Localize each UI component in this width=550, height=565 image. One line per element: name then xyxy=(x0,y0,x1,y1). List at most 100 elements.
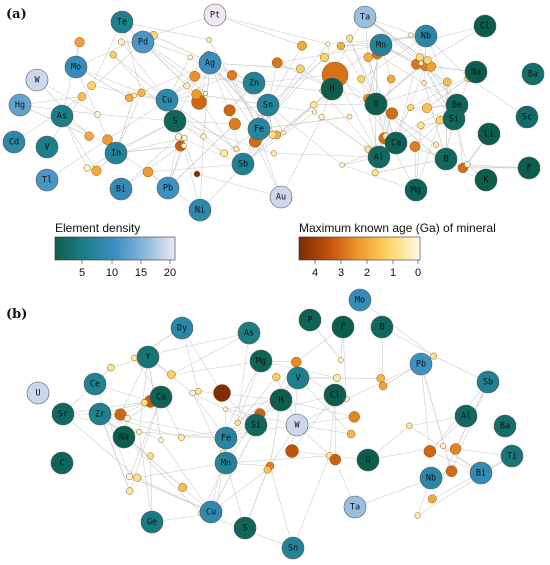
network-edge xyxy=(267,104,343,166)
network-edge xyxy=(120,145,181,190)
legend-mineral-age: Maximum known age (Ga) of mineral 4 3 2 1 0 xyxy=(298,221,496,279)
element-circle xyxy=(214,451,238,475)
network-edge xyxy=(142,41,206,94)
element-label: Bi xyxy=(116,185,126,195)
element-circle xyxy=(244,413,268,437)
element-label: O xyxy=(365,456,370,466)
network-edge xyxy=(222,360,262,437)
mineral-node xyxy=(131,354,138,362)
network-edge xyxy=(395,60,428,144)
panel-b-minerals xyxy=(107,352,462,519)
element-node-ag: Ag xyxy=(198,51,222,75)
mineral-node xyxy=(339,162,345,168)
network-edge xyxy=(277,44,382,64)
element-circle xyxy=(26,381,50,405)
network-edge xyxy=(297,377,352,435)
mineral-node xyxy=(174,133,182,141)
age-ticks: 4 3 2 1 0 xyxy=(312,260,421,279)
network-edge xyxy=(121,21,210,41)
element-circle xyxy=(109,177,133,201)
mineral-node xyxy=(346,429,356,439)
element-node-si: Si xyxy=(244,413,268,437)
network-edge xyxy=(94,383,130,477)
element-label: C xyxy=(59,459,64,469)
element-label: Cu xyxy=(162,96,172,106)
element-circle xyxy=(110,10,134,34)
element-label: Sb xyxy=(238,160,248,170)
element-node-fe: Fe xyxy=(247,117,271,141)
element-node-sn: Sn xyxy=(281,536,305,560)
element-circle xyxy=(384,131,408,155)
mineral-node xyxy=(376,374,386,383)
network-edge xyxy=(442,165,530,169)
mineral-node xyxy=(329,453,342,466)
network-edge xyxy=(115,145,184,154)
mineral-node xyxy=(272,372,281,382)
mineral-node xyxy=(423,445,437,458)
element-node-cd: Cd xyxy=(2,130,26,154)
network-edge xyxy=(123,436,202,514)
element-node-o: O xyxy=(364,92,388,116)
element-label: Be xyxy=(452,101,462,111)
network-edge xyxy=(258,43,328,130)
mineral-node xyxy=(136,428,143,435)
element-node-au: Au xyxy=(269,185,293,209)
network-edge xyxy=(214,14,328,45)
network-edge xyxy=(147,163,244,173)
mineral-node xyxy=(167,370,176,379)
mineral-node xyxy=(414,512,421,519)
network-edge xyxy=(166,99,225,154)
network-edge xyxy=(99,413,183,488)
network-edge xyxy=(258,68,301,130)
element-circle xyxy=(214,426,238,450)
mineral-node xyxy=(183,82,191,90)
mineral-node xyxy=(423,56,432,65)
density-ticks: 5 10 15 20 xyxy=(79,260,176,279)
element-label: Nb xyxy=(421,32,431,42)
mineral-node xyxy=(181,134,188,141)
element-circle xyxy=(286,366,310,390)
element-circle xyxy=(233,516,257,540)
legend-density-title: Element density xyxy=(55,221,140,235)
mineral-node xyxy=(421,79,427,86)
element-circle xyxy=(51,402,75,426)
network-edge xyxy=(291,394,336,452)
mineral-node xyxy=(157,437,164,443)
network-edge xyxy=(280,399,355,418)
element-node-p: P xyxy=(298,308,322,332)
network-edge xyxy=(342,164,417,191)
element-label: As xyxy=(57,112,67,122)
element-node-zn: Zn xyxy=(242,71,266,95)
element-node-c: C xyxy=(50,451,74,475)
mineral-node xyxy=(140,399,149,407)
element-circle xyxy=(521,62,545,86)
element-circle xyxy=(242,71,266,95)
mineral-node xyxy=(427,494,437,504)
mineral-node xyxy=(263,465,272,474)
element-label: Ca xyxy=(391,139,401,149)
mineral-node xyxy=(94,111,101,118)
element-node-v: V xyxy=(35,135,59,159)
element-label: Sc xyxy=(522,113,532,123)
network-edge xyxy=(276,88,333,136)
element-label: S xyxy=(172,117,177,127)
element-label: As xyxy=(244,329,254,339)
element-circle xyxy=(50,451,74,475)
network-edge xyxy=(214,14,303,46)
element-node-cl: Cl xyxy=(473,14,497,38)
network-edge xyxy=(160,439,212,513)
legend-element-density: Element density 5 10 15 20 xyxy=(54,221,176,279)
element-node-ca: Ca xyxy=(149,385,173,409)
element-node-sr: Sr xyxy=(51,402,75,426)
element-circle xyxy=(83,372,107,396)
network-edge xyxy=(192,392,227,464)
element-node-pb: Pb xyxy=(156,176,180,200)
mineral-node xyxy=(346,113,353,120)
mineral-node xyxy=(187,54,193,60)
mineral-node xyxy=(114,408,127,421)
element-label: V xyxy=(295,374,300,384)
mineral-node xyxy=(222,406,229,412)
element-node-al: Al xyxy=(367,145,391,169)
element-circle xyxy=(269,185,293,209)
element-node-na: Na xyxy=(112,425,136,449)
